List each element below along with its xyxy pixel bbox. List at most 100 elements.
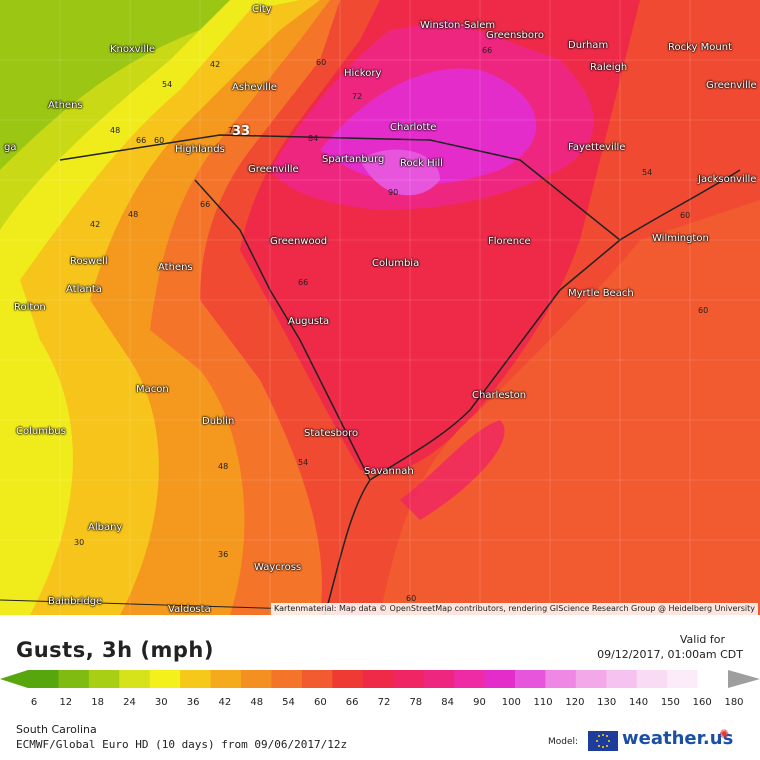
- legend-swatch: [514, 670, 546, 688]
- legend-tick: 54: [282, 697, 295, 708]
- city-label: Greenwood: [270, 236, 328, 247]
- city-label: Wilmington: [652, 233, 709, 244]
- legend-swatch: [667, 670, 699, 688]
- contour-label: 84: [308, 134, 319, 143]
- city-label: City: [252, 4, 272, 15]
- legend-colorbar: [0, 670, 760, 688]
- chart-title: Gusts, 3h (mph): [16, 638, 214, 662]
- map-attribution: Kartenmaterial: Map data © OpenStreetMap…: [270, 603, 758, 615]
- legend-swatch: [88, 670, 120, 688]
- city-label: ga: [4, 142, 17, 153]
- weather-us-logo[interactable]: weather.us: [622, 728, 734, 749]
- city-label: Highlands: [175, 144, 225, 155]
- city-label: Albany: [88, 522, 123, 533]
- city-label: Columbia: [372, 258, 420, 269]
- legend-tick: 78: [409, 697, 423, 708]
- contour-label: 66: [136, 136, 147, 145]
- gust-map[interactable]: Knoxville Winston-Salem Greensboro Durham Ro…: [0, 0, 760, 615]
- legend-tick: 120: [565, 697, 585, 708]
- city-label: Jacksonville: [698, 174, 757, 185]
- city-label: Athens: [48, 100, 83, 111]
- legend-tick: 130: [597, 697, 617, 708]
- city-label: Valdosta: [168, 604, 211, 615]
- legend-swatch: [119, 670, 151, 688]
- sun-logo-icon: ✺: [719, 727, 730, 741]
- model-label: Model:: [548, 737, 579, 747]
- valid-time: 09/12/2017, 01:00am CDT: [597, 648, 743, 661]
- legend-tick: 24: [123, 697, 136, 708]
- legend-max-arrow: [728, 670, 760, 688]
- city-label: Macon: [136, 384, 169, 395]
- city-label: Spartanburg: [322, 154, 385, 165]
- legend-swatch: [362, 670, 394, 688]
- contour-label: 42: [90, 220, 101, 229]
- city-label: Savannah: [364, 466, 414, 477]
- legend-swatch: [393, 670, 425, 688]
- valid-for-label: Valid for: [679, 633, 725, 646]
- legend-swatch: [423, 670, 455, 688]
- model-run: ECMWF/Global Euro HD (10 days) from 09/0…: [16, 738, 348, 751]
- city-label: Dublin: [202, 416, 235, 427]
- legend-tick: 150: [660, 697, 680, 708]
- city-label: Greensboro: [486, 30, 544, 41]
- legend-swatch: [149, 670, 181, 688]
- legend-tick: 12: [59, 697, 73, 708]
- legend-tick: 140: [628, 697, 649, 708]
- contour-label: 36: [218, 550, 229, 559]
- legend-swatch: [241, 670, 272, 688]
- legend-tick: 18: [91, 697, 104, 708]
- legend-swatch: [545, 670, 577, 688]
- city-label: Fayetteville: [568, 142, 626, 153]
- contour-label: 66: [482, 46, 493, 55]
- contour-label: 66: [298, 278, 309, 287]
- city-label: Roswell: [70, 256, 108, 267]
- legend-swatch: [454, 670, 486, 688]
- legend-tick: 6: [30, 697, 38, 708]
- legend-tick: 110: [533, 697, 553, 708]
- contour-label: 72: [228, 126, 239, 135]
- legend-tick: 72: [377, 697, 391, 708]
- contour-label: 66: [200, 200, 211, 209]
- legend-tick: 100: [501, 697, 521, 708]
- contour-label: 48: [218, 462, 229, 471]
- legend-tick: 90: [473, 697, 486, 708]
- legend-min-arrow: [0, 670, 28, 688]
- city-label: Greenville: [248, 164, 299, 175]
- legend-swatch: [301, 670, 333, 688]
- city-label: Durham: [568, 40, 609, 51]
- contour-label: 42: [210, 60, 221, 69]
- legend-swatch: [28, 670, 59, 688]
- legend-swatch: [58, 670, 90, 688]
- city-label: Rock Hill: [400, 158, 443, 169]
- city-label: Atlanta: [66, 284, 102, 295]
- legend-tick: 36: [186, 697, 200, 708]
- city-label: Augusta: [288, 316, 330, 327]
- city-label: Waycross: [254, 562, 302, 573]
- contour-label: 60: [154, 136, 165, 145]
- annotation-33: 33: [232, 124, 251, 139]
- legend-swatch: [606, 670, 638, 688]
- contour-label: 48: [110, 126, 121, 135]
- legend-swatch: [271, 670, 303, 688]
- city-label: Asheville: [232, 82, 277, 93]
- city-label: Rocky Mount: [668, 42, 732, 53]
- legend-tick: 84: [441, 697, 454, 708]
- legend-swatch: [636, 670, 668, 688]
- legend-swatch: [180, 670, 212, 688]
- city-label: Winston-Salem: [420, 20, 496, 31]
- city-label: Florence: [488, 236, 531, 247]
- legend-tick: 160: [692, 697, 712, 708]
- region-name: South Carolina: [16, 723, 97, 736]
- legend-tick: 42: [218, 697, 232, 708]
- city-label: Statesboro: [304, 428, 359, 439]
- legend-swatch: [484, 670, 516, 688]
- legend-tick: 30: [154, 697, 168, 708]
- legend-tick: 180: [724, 697, 744, 708]
- city-label: Columbus: [16, 426, 66, 437]
- contour-label: 54: [298, 458, 309, 467]
- city-label: Rolton: [14, 302, 46, 313]
- legend-swatch: [575, 670, 607, 688]
- contour-label: 30: [74, 538, 85, 547]
- legend-swatch: [210, 670, 242, 688]
- city-label: Athens: [158, 262, 193, 273]
